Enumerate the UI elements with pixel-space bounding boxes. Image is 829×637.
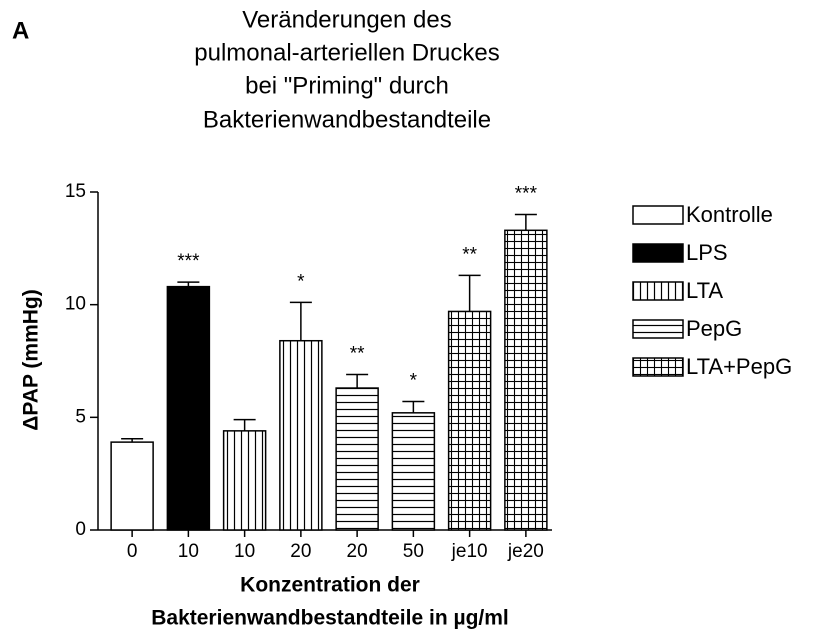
bar <box>110 441 154 531</box>
y-tick-label: 5 <box>75 406 86 427</box>
legend-swatch <box>632 357 684 377</box>
legend-label: LPS <box>686 240 728 265</box>
x-tick-label: 20 <box>347 541 368 562</box>
chart-title: bei "Priming" durch <box>245 72 449 99</box>
x-tick-label: 10 <box>178 541 199 562</box>
x-tick-label: 10 <box>234 541 255 562</box>
significance-label: ** <box>462 244 477 265</box>
significance-label: *** <box>177 251 200 272</box>
bar <box>166 285 211 531</box>
bar <box>335 387 379 531</box>
chart-title: Bakterienwandbestandteile <box>203 106 491 133</box>
x-axis-label: Bakterienwandbestandteile in µg/ml <box>151 607 509 630</box>
x-tick-label: 0 <box>127 541 138 562</box>
bar <box>447 310 492 531</box>
significance-label: ** <box>350 344 365 365</box>
legend-label: LTA <box>686 278 723 303</box>
legend-swatch <box>632 281 684 301</box>
chart-title: pulmonal-arteriellen Druckes <box>194 39 499 66</box>
bar <box>279 339 323 531</box>
x-tick-label: 20 <box>290 541 311 562</box>
significance-label: * <box>410 371 418 392</box>
panel-label: A <box>12 17 29 44</box>
x-tick-label: 50 <box>403 541 424 562</box>
y-axis-label: ΔPAP (mmHg) <box>20 289 43 431</box>
x-tick-label: je20 <box>507 541 544 562</box>
x-tick-label: je10 <box>451 541 488 562</box>
significance-label: * <box>297 271 305 292</box>
y-tick-label: 10 <box>65 294 86 315</box>
legend-label: PepG <box>686 316 742 341</box>
significance-label: *** <box>515 184 538 205</box>
bar <box>391 412 436 531</box>
bar <box>504 229 548 531</box>
chart-title: Veränderungen des <box>242 6 452 33</box>
legend-label: Kontrolle <box>686 202 773 227</box>
legend-label: LTA+PepG <box>686 354 792 379</box>
y-tick-label: 15 <box>65 181 86 202</box>
legend-swatch <box>632 243 684 263</box>
legend-swatch <box>632 205 684 225</box>
y-tick-label: 0 <box>75 519 86 540</box>
legend-swatch <box>632 319 684 339</box>
x-axis-label: Konzentration der <box>240 574 420 597</box>
bar <box>222 430 267 531</box>
